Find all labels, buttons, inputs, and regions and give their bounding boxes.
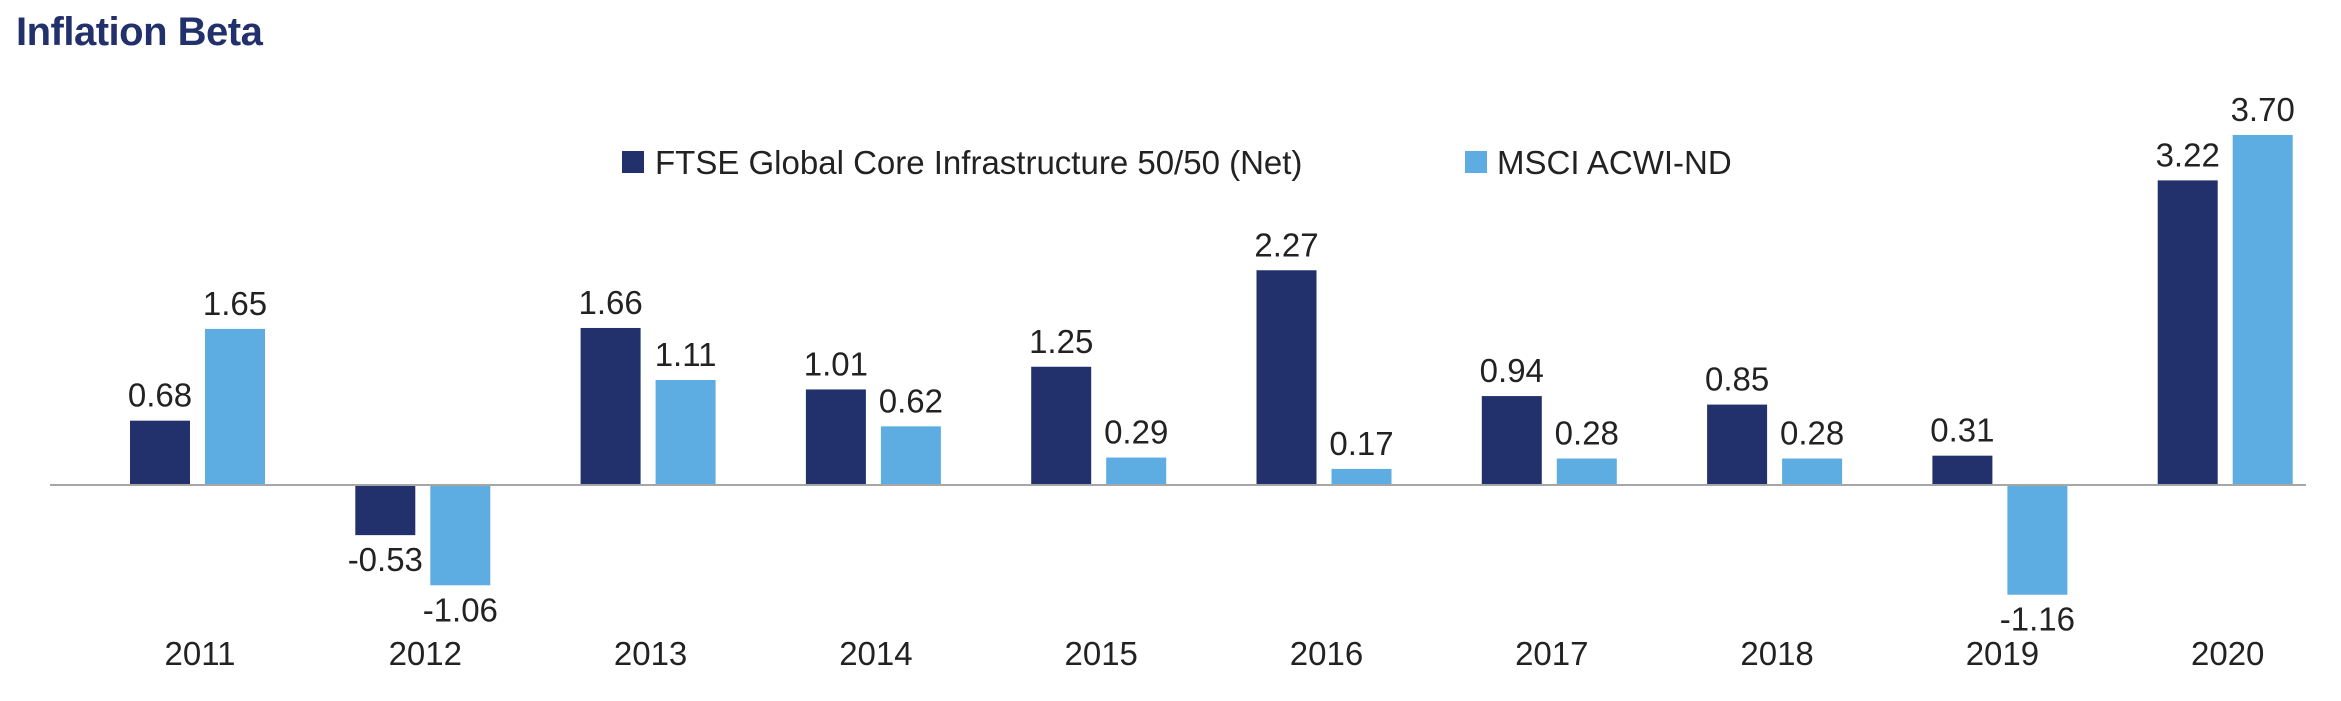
bar-msci-2013 <box>655 379 716 485</box>
data-label: 0.68 <box>128 377 192 414</box>
x-axis-ticks: 2011 2012 2013 2014 2015 2016 2017 2018 2019 2020 <box>165 635 2265 672</box>
chart-title: Inflation Beta <box>16 10 263 54</box>
legend-label-ftse: FTSE Global Core Infrastructure 50/50 (N… <box>655 144 1302 181</box>
data-label: 3.70 <box>2231 91 2295 128</box>
legend-swatch-ftse <box>622 151 644 173</box>
bar-ftse-2012 <box>355 485 416 536</box>
bar-ftse-2015 <box>1031 366 1092 485</box>
bar-msci-2015 <box>1106 457 1167 485</box>
x-tick-label: 2013 <box>614 635 687 672</box>
bar-msci-2019 <box>2007 485 2068 595</box>
bar-ftse-2011 <box>130 420 190 485</box>
x-tick-label: 2011 <box>165 635 236 672</box>
bar-ftse-2014 <box>805 389 866 485</box>
bar-msci-2011 <box>205 328 265 485</box>
bar-ftse-2019 <box>1932 455 1993 485</box>
bar-msci-2018 <box>1782 458 1843 485</box>
x-tick-label: 2019 <box>1966 635 2039 672</box>
x-tick-label: 2020 <box>2191 635 2264 672</box>
data-label: 1.11 <box>655 336 717 373</box>
data-label: 0.85 <box>1705 361 1769 398</box>
bar-msci-2016 <box>1331 468 1392 485</box>
bar-msci-2017 <box>1556 458 1617 485</box>
data-label: -1.16 <box>2000 601 2075 638</box>
data-label: 1.25 <box>1029 323 1093 360</box>
x-tick-label: 2018 <box>1740 635 1813 672</box>
x-tick-label: 2015 <box>1064 635 1137 672</box>
data-label: 1.01 <box>804 345 868 382</box>
x-tick-label: 2016 <box>1290 635 1363 672</box>
bars <box>130 134 2293 595</box>
data-label: 2.27 <box>1254 226 1318 263</box>
data-label: 0.62 <box>879 382 943 419</box>
legend-swatch-msci <box>1465 151 1487 173</box>
x-tick-label: 2017 <box>1515 635 1588 672</box>
bar-ftse-2018 <box>1707 404 1768 485</box>
bar-ftse-2017 <box>1481 396 1542 485</box>
data-label: 0.29 <box>1104 414 1168 451</box>
bar-msci-2014 <box>880 426 941 485</box>
legend: FTSE Global Core Infrastructure 50/50 (N… <box>622 144 1732 181</box>
data-labels: 0.68 1.65 -0.53-1.06 1.66 1.11 1.01 0.62 1.25 0.… <box>128 91 2295 638</box>
data-label: -1.06 <box>423 591 498 628</box>
bar-ftse-2020 <box>2157 180 2218 485</box>
bar-ftse-2016 <box>1256 270 1317 485</box>
legend-label-msci: MSCI ACWI-ND <box>1497 144 1732 181</box>
x-tick-label: 2012 <box>389 635 462 672</box>
bar-msci-2012 <box>430 485 491 586</box>
data-label: 0.94 <box>1480 352 1544 389</box>
data-label: 0.28 <box>1780 415 1844 452</box>
bar-msci-2020 <box>2232 134 2293 486</box>
bar-ftse-2013 <box>580 327 641 485</box>
data-label: 0.17 <box>1329 425 1393 462</box>
data-label: 0.28 <box>1555 415 1619 452</box>
data-label: -0.53 <box>348 541 423 578</box>
data-label: 1.65 <box>203 285 267 322</box>
data-label: 1.66 <box>578 284 642 321</box>
data-label: 3.22 <box>2156 136 2220 173</box>
data-label: 0.31 <box>1930 412 1994 449</box>
x-tick-label: 2014 <box>839 635 912 672</box>
